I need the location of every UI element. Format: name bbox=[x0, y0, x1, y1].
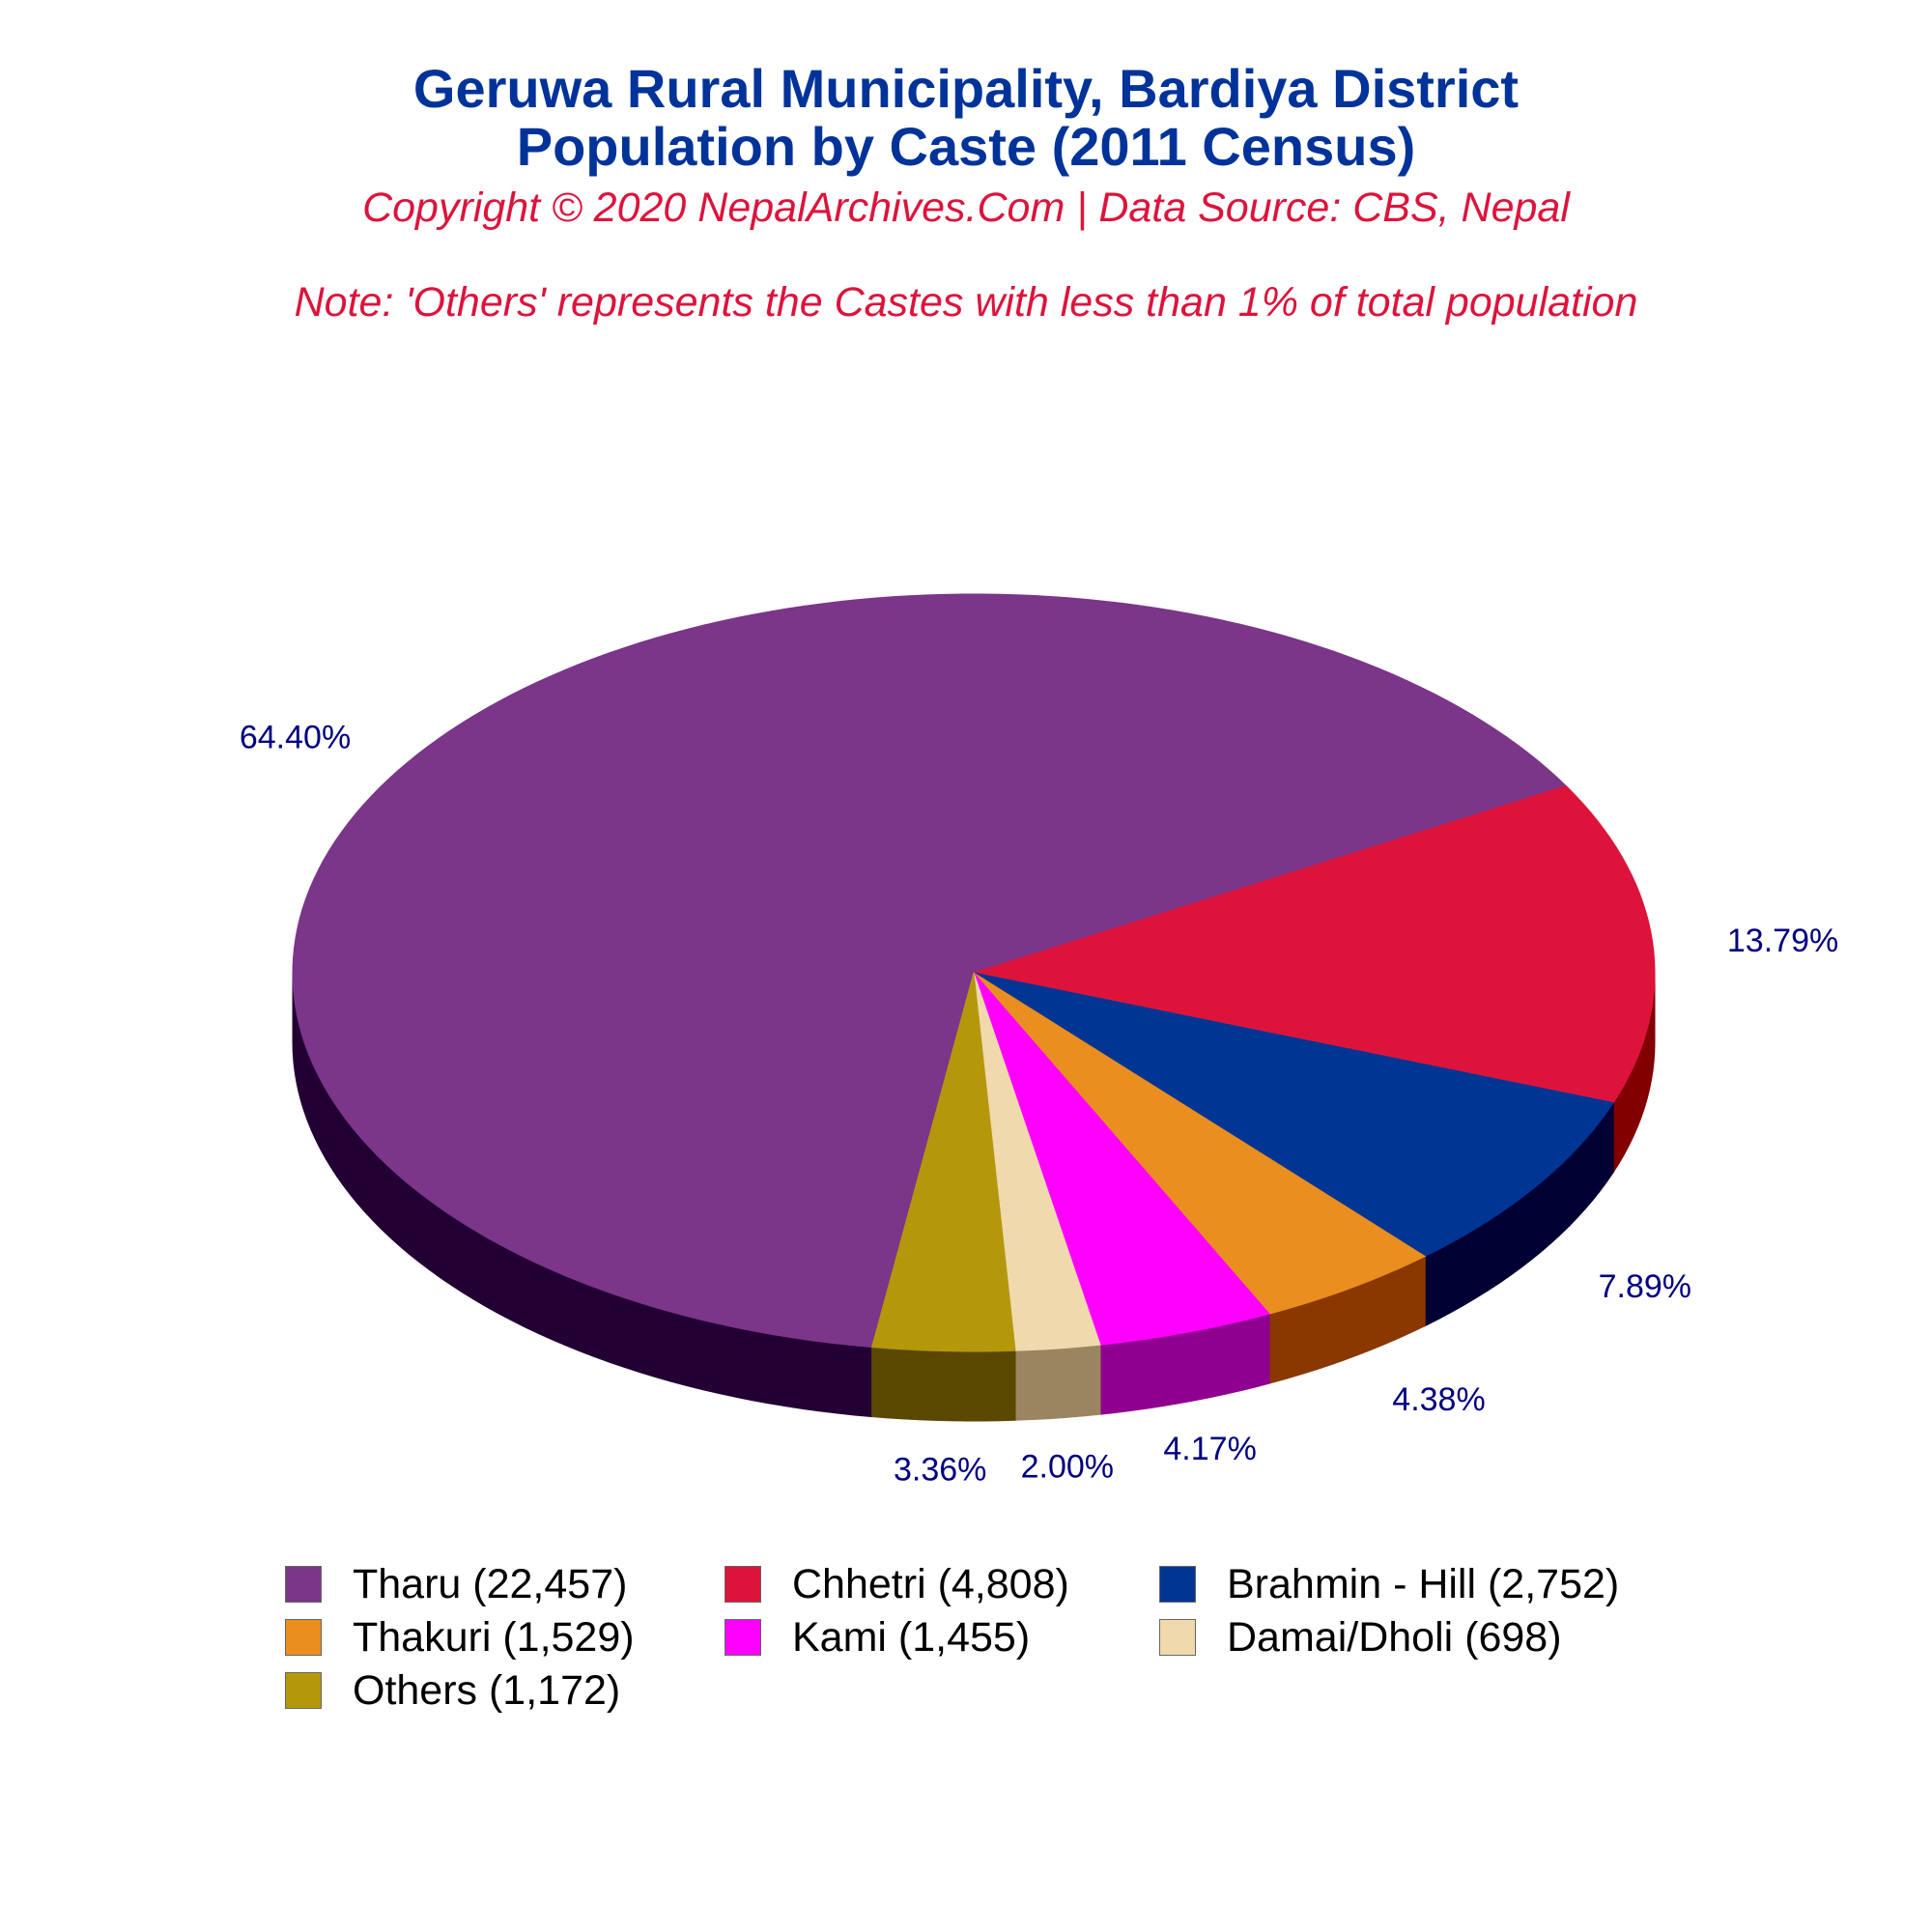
pie-slice-2 bbox=[972, 785, 1656, 1104]
chart-title-line-2: Population by Caste (2011 Census) bbox=[516, 116, 1416, 177]
note-text: Note: 'Others' represents the Castes wit… bbox=[294, 279, 1638, 326]
pie-label-6: 2.00% bbox=[1021, 1449, 1114, 1486]
legend-swatch bbox=[285, 1566, 322, 1603]
legend-label: Others (1,172) bbox=[353, 1666, 621, 1714]
legend-label: Damai/Dholi (698) bbox=[1227, 1613, 1562, 1661]
legend-item: Chhetri (4,808) bbox=[724, 1560, 1159, 1608]
chart-title-line-1: Geruwa Rural Municipality, Bardiya Distr… bbox=[412, 58, 1520, 119]
pie-label-1: 64.40% bbox=[240, 719, 351, 755]
pie-label-2: 13.79% bbox=[1727, 923, 1838, 959]
chart-header: Geruwa Rural Municipality, Bardiya Distr… bbox=[0, 60, 1932, 327]
pie-percent-labels: 64.40% 13.79% 7.89% 4.38% 4.17% 2.00% 3.36% bbox=[240, 719, 1838, 1488]
legend-swatch bbox=[1159, 1566, 1196, 1603]
legend-label: Chhetri (4,808) bbox=[792, 1560, 1069, 1607]
legend-label: Kami (1,455) bbox=[792, 1613, 1031, 1661]
pie-slice-5 bbox=[973, 972, 1270, 1346]
pie-label-4: 4.38% bbox=[1392, 1381, 1485, 1418]
legend-item: Tharu (22,457) bbox=[285, 1560, 724, 1608]
legend-swatch bbox=[724, 1619, 761, 1656]
pie-side-walls bbox=[292, 972, 1656, 1422]
legend-swatch bbox=[1159, 1619, 1196, 1656]
pie-slice-4 bbox=[973, 972, 1427, 1315]
legend-item: Thakuri (1,529) bbox=[285, 1613, 724, 1662]
legend-swatch bbox=[285, 1619, 322, 1656]
copyright-text: Copyright © 2020 NepalArchives.Com | Dat… bbox=[362, 185, 1570, 231]
pie-side-7 bbox=[871, 1347, 1016, 1422]
legend-label: Thakuri (1,529) bbox=[353, 1613, 635, 1661]
pie-top-faces bbox=[292, 593, 1656, 1352]
pie-slice-1 bbox=[292, 593, 1568, 1349]
legend-item: Others (1,172) bbox=[285, 1666, 724, 1715]
legend-swatch bbox=[724, 1566, 761, 1603]
legend-label: Brahmin - Hill (2,752) bbox=[1227, 1560, 1620, 1607]
legend-item: Damai/Dholi (698) bbox=[1159, 1613, 1662, 1662]
pie-side-6 bbox=[1014, 1344, 1101, 1421]
chart-legend: Tharu (22,457) Chhetri (4,808) Brahmin - H… bbox=[285, 1560, 1734, 1715]
legend-item: Brahmin - Hill (2,752) bbox=[1159, 1560, 1662, 1608]
legend-swatch bbox=[285, 1672, 322, 1709]
legend-label: Tharu (22,457) bbox=[353, 1560, 628, 1607]
pie-label-3: 7.89% bbox=[1599, 1268, 1691, 1305]
legend-item: Kami (1,455) bbox=[724, 1613, 1159, 1662]
pie-label-5: 4.17% bbox=[1163, 1431, 1256, 1467]
pie-label-7: 3.36% bbox=[894, 1452, 986, 1489]
pie-slice-7 bbox=[870, 972, 1016, 1352]
pie-slice-3 bbox=[973, 972, 1614, 1258]
